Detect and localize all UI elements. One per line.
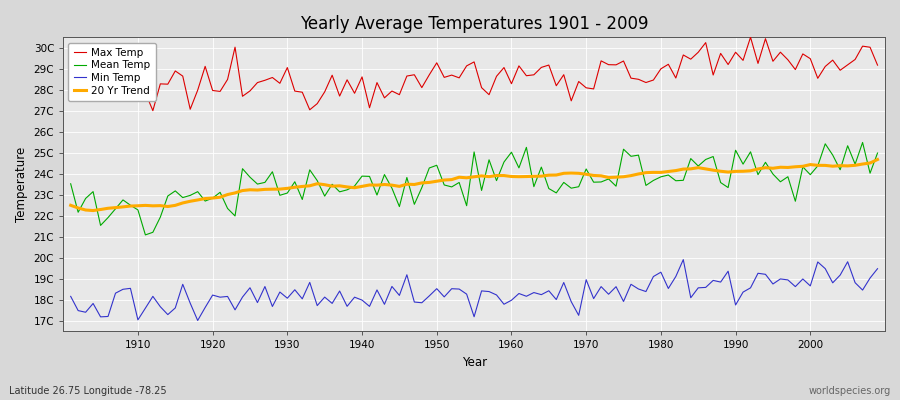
Max Temp [514,64,525,68]
Mean Temp [857,140,868,145]
Mean Temp [66,181,77,186]
Min Temp [125,286,136,291]
Max Temp [342,78,353,82]
Text: worldspecies.org: worldspecies.org [809,386,891,396]
Mean Temp [872,151,883,156]
Line: 20 Yr Trend: 20 Yr Trend [71,160,878,210]
Mean Temp [342,188,353,192]
Max Temp [297,90,308,95]
Min Temp [603,292,614,297]
Max Temp [506,81,517,86]
Min Temp [342,304,353,309]
Mean Temp [140,232,151,237]
20 Yr Trend [872,157,883,162]
Text: Latitude 26.75 Longitude -78.25: Latitude 26.75 Longitude -78.25 [9,386,166,396]
20 Yr Trend [87,208,98,213]
20 Yr Trend [514,174,525,179]
Max Temp [745,35,756,40]
Min Temp [514,291,525,296]
Min Temp [872,266,883,271]
Max Temp [148,108,158,113]
Max Temp [872,63,883,68]
Title: Yearly Average Temperatures 1901 - 2009: Yearly Average Temperatures 1901 - 2009 [300,15,648,33]
Max Temp [66,94,77,99]
20 Yr Trend [297,184,308,189]
Max Temp [603,62,614,67]
X-axis label: Year: Year [462,356,487,369]
20 Yr Trend [506,174,517,179]
Mean Temp [506,150,517,154]
Line: Mean Temp: Mean Temp [71,142,878,235]
Line: Max Temp: Max Temp [71,37,878,111]
Mean Temp [297,197,308,202]
20 Yr Trend [132,203,143,208]
Mean Temp [125,203,136,208]
Y-axis label: Temperature: Temperature [15,147,28,222]
20 Yr Trend [342,184,353,189]
Mean Temp [514,166,525,170]
Max Temp [125,77,136,82]
Min Temp [506,298,517,303]
Min Temp [66,294,77,299]
Line: Min Temp: Min Temp [71,260,878,320]
20 Yr Trend [66,203,77,208]
Legend: Max Temp, Mean Temp, Min Temp, 20 Yr Trend: Max Temp, Mean Temp, Min Temp, 20 Yr Tre… [68,42,156,101]
Min Temp [297,296,308,301]
Min Temp [678,257,688,262]
20 Yr Trend [603,175,614,180]
Mean Temp [603,176,614,181]
Min Temp [193,318,203,323]
